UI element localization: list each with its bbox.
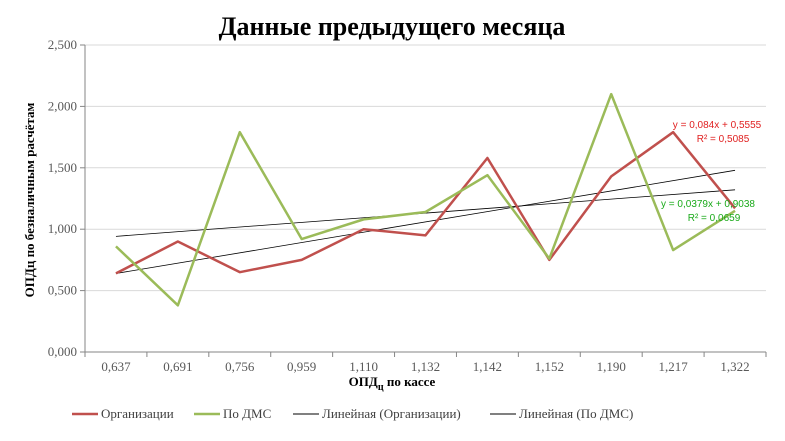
x-axis-ticks: 0,637 0,691 0,756 0,959 1,110 1,132 1,142 1,152… [84,352,767,374]
trendline-0 [115,169,736,274]
x-tick-label: 0,637 [101,359,131,374]
chart-title: Данные предыдущего месяца [219,12,566,41]
x-tick-label: 0,691 [163,359,192,374]
legend: Организации По ДМС Линейная (Организации… [72,406,633,421]
x-axis-label-sub: ц [378,382,384,393]
x-tick-label: 0,959 [287,359,316,374]
x-axis-label-rest: по кассе [384,374,436,389]
x-axis-label: ОПДц по кассе [349,374,436,393]
trendline-equation: y = 0,0379x + 0,9038 [661,199,755,210]
x-tick-label: 1,142 [473,359,502,374]
x-tick-label: 1,217 [659,359,689,374]
y-tick-label: 1,500 [48,160,77,175]
series-line-0 [115,130,737,275]
y-tick-label: 0,500 [48,283,77,298]
y-tick-label: 0,000 [48,344,77,359]
data-series [115,92,737,307]
y-axis-ticks: 0,000 0,500 1,000 1,500 2,000 2,500 [48,37,77,359]
legend-label-trend-dms: Линейная (По ДМС) [519,406,633,421]
trendline-equation: y = 0,084x + 0,5555 [673,120,762,131]
x-tick-label: 1,322 [720,359,749,374]
legend-label-trend-organizations: Линейная (Организации) [322,406,461,421]
y-tick-label: 2,000 [48,98,77,113]
y-tick-label: 2,500 [48,37,77,52]
x-tick-label: 1,190 [597,359,626,374]
trendline-r2: R² = 0,5085 [697,134,750,145]
x-tick-label: 1,110 [349,359,378,374]
trendline-equations: y = 0,084x + 0,5555 R² = 0,5085 y = 0,0379… [661,120,762,224]
x-tick-label: 1,132 [411,359,440,374]
x-axis-label-main: ОПД [349,374,378,389]
legend-label-dms: По ДМС [223,406,271,421]
y-axis-label: ОПДц по безналичным расчётам [22,103,37,298]
gridlines [80,44,766,353]
y-tick-label: 1,000 [48,221,77,236]
legend-label-organizations: Организации [101,406,174,421]
x-tick-label: 1,152 [535,359,564,374]
series-line-1 [115,92,736,307]
trendline-r2: R² = 0,0659 [688,213,741,224]
x-tick-label: 0,756 [225,359,255,374]
